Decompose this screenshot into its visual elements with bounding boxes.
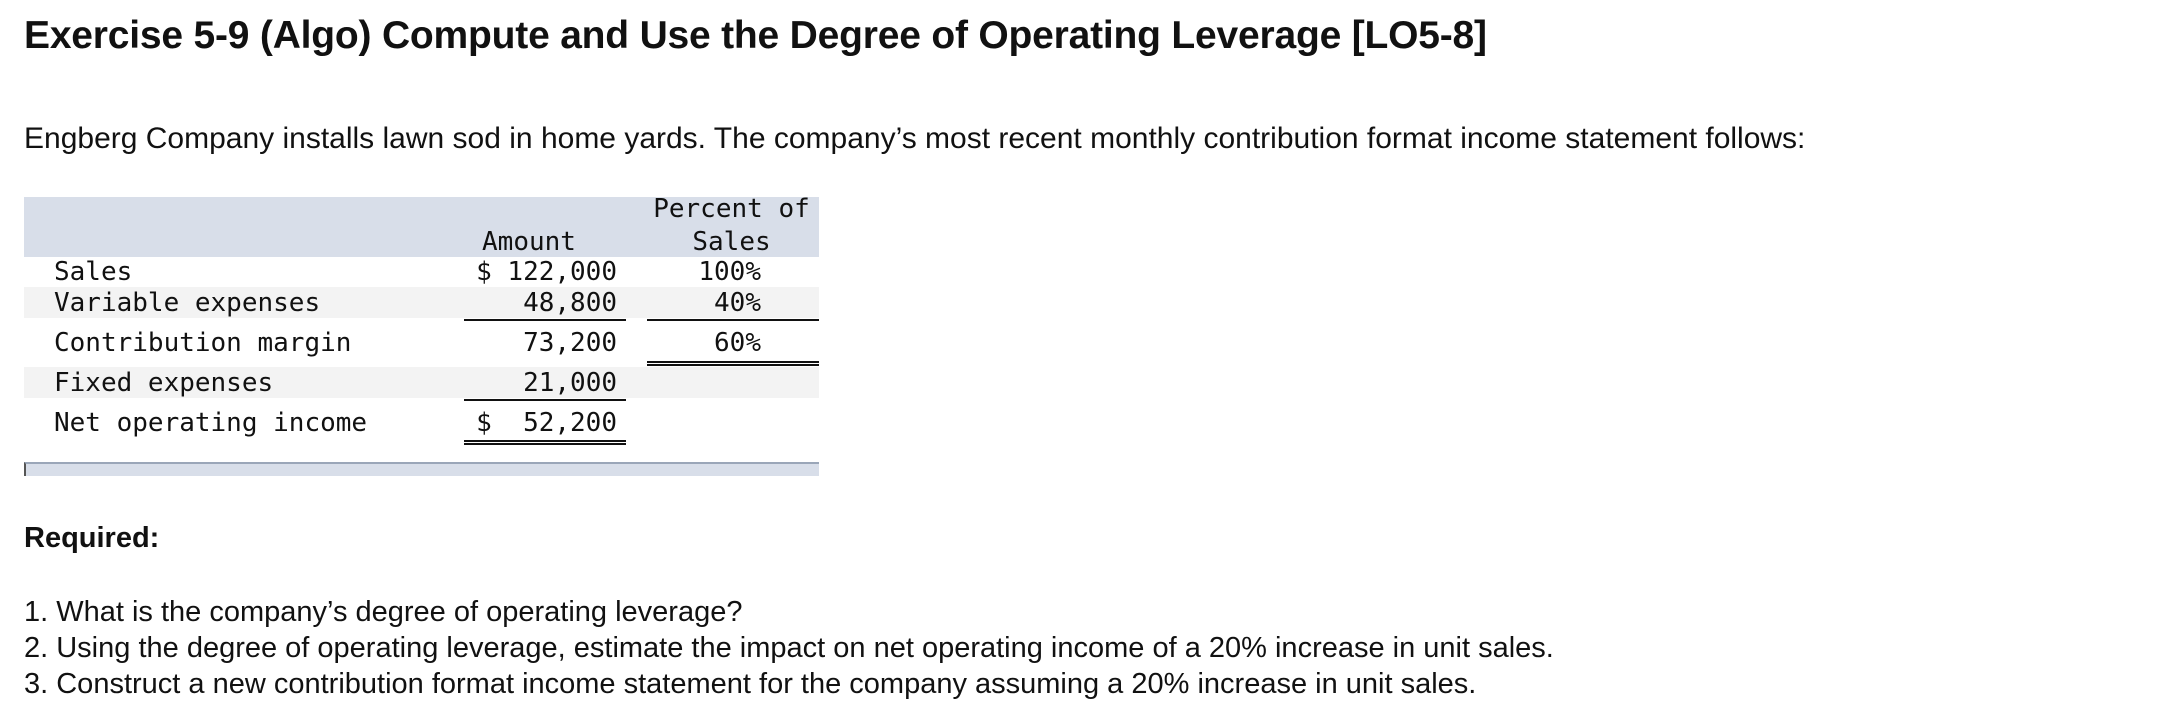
table-header-band [24, 197, 819, 257]
question-2: 2. Using the degree of operating leverag… [24, 632, 1554, 664]
row-stripe [24, 367, 819, 398]
amount-subtotal-rule [464, 319, 626, 321]
row-stripe [24, 287, 819, 318]
question-1: 1. What is the company’s degree of opera… [24, 596, 743, 628]
row-percent-variable-expenses: 40% [714, 288, 761, 318]
amount-total-double-rule [464, 440, 626, 445]
header-percent-line2: Sales [692, 227, 771, 257]
row-label-sales: Sales [54, 257, 133, 287]
row-label-variable-expenses: Variable expenses [54, 288, 321, 318]
exercise-intro: Engberg Company installs lawn sod in hom… [24, 122, 1806, 155]
amount-subtotal-rule [464, 399, 626, 401]
row-amount-net-operating-income: $ 52,200 [476, 408, 617, 438]
income-statement-table: Amount Percent of Sales Sales $ 122,000 … [24, 194, 819, 476]
percent-subtotal-rule [647, 319, 819, 321]
row-amount-sales: $ 122,000 [476, 257, 617, 287]
percent-total-double-rule [647, 361, 819, 366]
row-label-net-operating-income: Net operating income [54, 408, 368, 438]
row-label-contribution-margin: Contribution margin [54, 328, 352, 358]
row-amount-contribution-margin: 73,200 [523, 328, 617, 358]
row-percent-contribution-margin: 60% [714, 328, 761, 358]
row-label-fixed-expenses: Fixed expenses [54, 368, 274, 398]
row-amount-variable-expenses: 48,800 [523, 288, 617, 318]
question-3: 3. Construct a new contribution format i… [24, 668, 1477, 700]
required-heading: Required: [24, 522, 160, 554]
row-amount-fixed-expenses: 21,000 [523, 368, 617, 398]
header-percent-line1: Percent of [653, 194, 810, 224]
table-footer-band [24, 462, 819, 476]
row-percent-sales: 100% [698, 257, 761, 287]
exercise-title: Exercise 5-9 (Algo) Compute and Use the … [24, 14, 1487, 57]
header-amount: Amount [482, 227, 576, 257]
required-questions-list: 1. What is the company’s degree of opera… [24, 594, 1554, 702]
